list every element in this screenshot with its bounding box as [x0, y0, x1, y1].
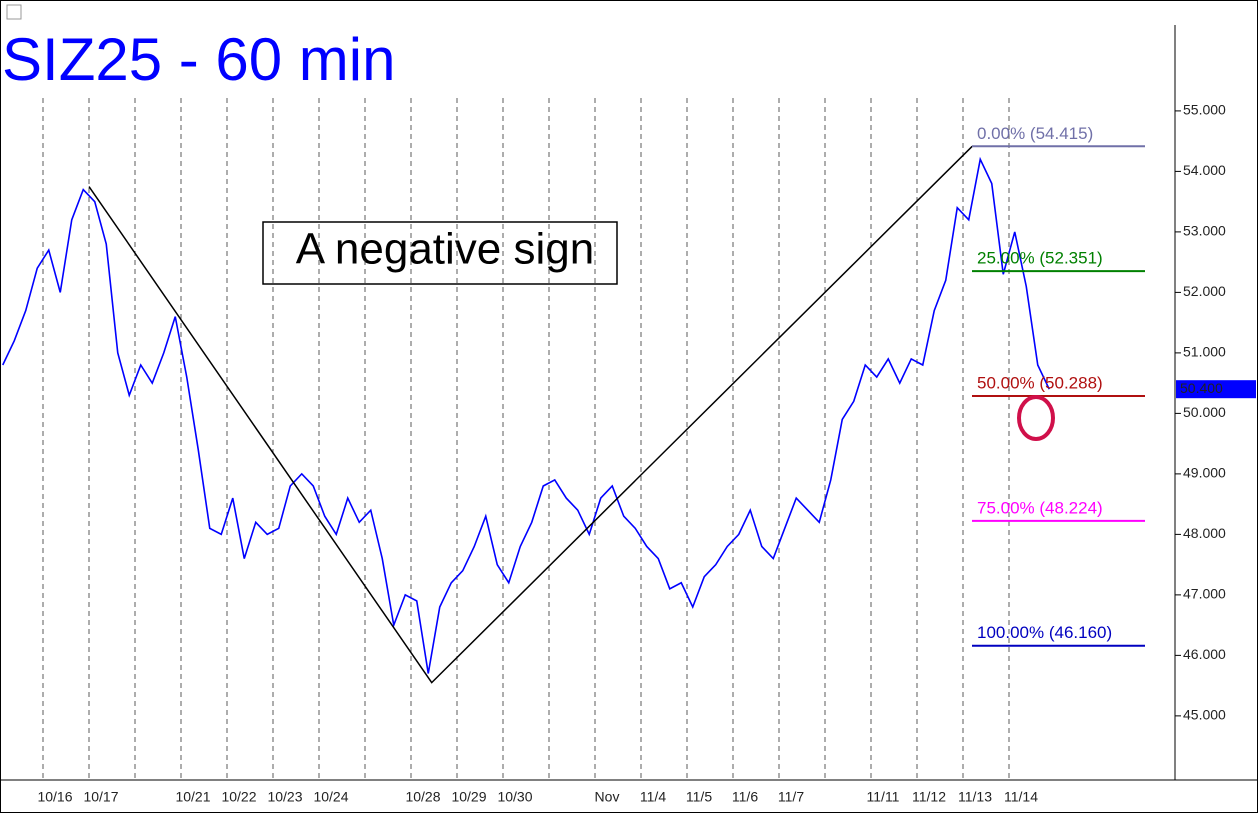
annotation: A negative sign — [296, 225, 594, 274]
x-tick-label: 10/17 — [83, 789, 118, 805]
y-tick-label: 55.000 — [1183, 102, 1226, 118]
fib-label: 75.00% (48.224) — [977, 498, 1103, 517]
x-tick-label: 11/7 — [778, 789, 804, 805]
y-tick-label: 49.000 — [1183, 465, 1226, 481]
x-tick-label: 11/6 — [732, 789, 758, 805]
last-price-label: 50.400 — [1180, 380, 1223, 396]
x-tick-label: 10/16 — [37, 789, 72, 805]
highlight-circle — [1017, 395, 1055, 441]
y-tick-label: 54.000 — [1183, 162, 1226, 178]
y-tick-label: 50.000 — [1183, 404, 1226, 420]
annotation-box — [262, 221, 618, 285]
x-tick-label: 11/11 — [867, 789, 900, 805]
fib-label: 50.00% (50.288) — [977, 373, 1103, 392]
x-tick-label: 11/13 — [958, 789, 992, 805]
y-tick-label: 48.000 — [1183, 525, 1226, 541]
last-price-box — [1176, 380, 1256, 399]
fib-label: 25.00% (52.351) — [977, 249, 1103, 268]
swing-line — [88, 145, 973, 684]
x-tick-label: 10/30 — [497, 789, 532, 805]
x-tick-label: 10/24 — [313, 789, 348, 805]
y-tick-label: 52.000 — [1183, 283, 1226, 299]
x-tick-label: 11/14 — [1004, 789, 1038, 805]
x-tick-label: 10/23 — [267, 789, 302, 805]
x-tick-label: Nov — [595, 789, 620, 805]
y-tick-label: 45.000 — [1183, 707, 1226, 723]
y-tick-label: 46.000 — [1183, 646, 1226, 662]
y-tick-label: 53.000 — [1183, 223, 1226, 239]
corner-box — [6, 4, 22, 20]
fib-label: 0.00% (54.415) — [977, 124, 1093, 143]
price-line — [2, 156, 1050, 674]
y-tick-label: 51.000 — [1183, 344, 1226, 360]
x-tick-label: 11/12 — [912, 789, 946, 805]
x-tick-label: 10/21 — [175, 789, 210, 805]
x-tick-label: 10/29 — [451, 789, 486, 805]
fib-label: 100.00% (46.160) — [977, 623, 1112, 642]
x-tick-label: 11/4 — [640, 789, 666, 805]
x-tick-label: 11/5 — [686, 789, 712, 805]
chart-title: SIZ25 - 60 min — [2, 26, 396, 93]
y-tick-label: 47.000 — [1183, 586, 1226, 602]
x-tick-label: 10/22 — [221, 789, 256, 805]
x-tick-label: 10/28 — [405, 789, 440, 805]
